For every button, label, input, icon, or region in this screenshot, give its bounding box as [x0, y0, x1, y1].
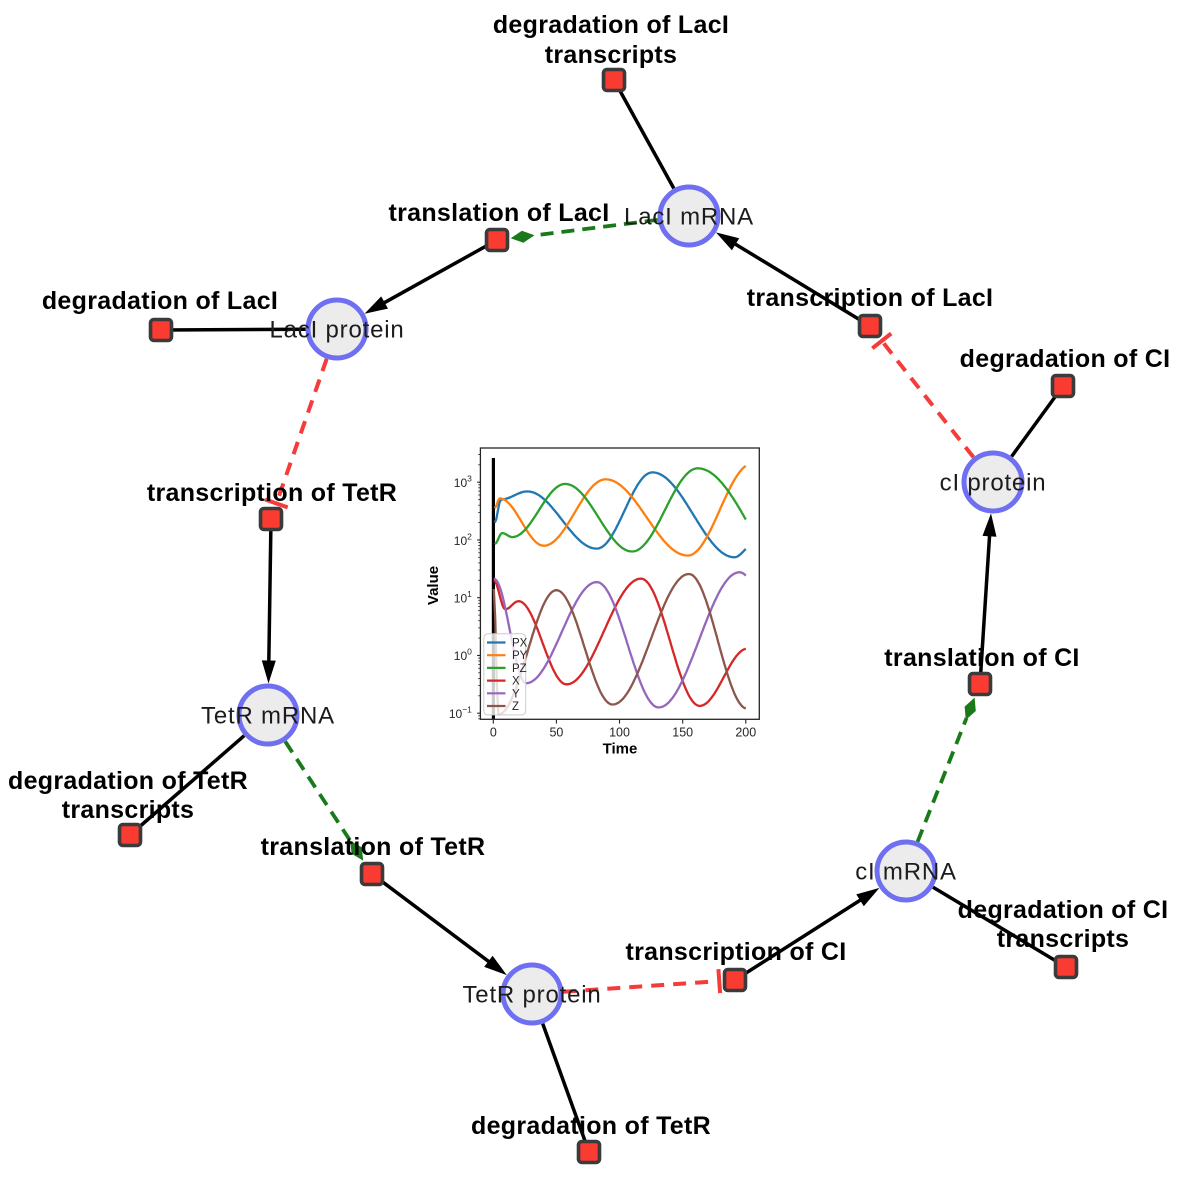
svg-text:degradation of LacI: degradation of LacI — [42, 287, 278, 315]
svg-text:10−1: 10−1 — [449, 705, 472, 722]
svg-text:103: 103 — [454, 474, 472, 491]
svg-text:transcripts: transcripts — [545, 41, 678, 69]
svg-text:degradation of CI: degradation of CI — [958, 896, 1169, 924]
svg-text:transcription of TetR: transcription of TetR — [147, 479, 397, 507]
svg-text:TetR protein: TetR protein — [463, 982, 602, 1009]
svg-text:101: 101 — [454, 589, 472, 606]
svg-text:translation of CI: translation of CI — [884, 644, 1079, 672]
svg-text:Time: Time — [603, 741, 638, 758]
svg-text:102: 102 — [454, 531, 472, 548]
svg-text:Y: Y — [512, 688, 520, 700]
svg-text:PZ: PZ — [512, 663, 527, 675]
svg-text:Z: Z — [512, 701, 519, 713]
svg-text:degradation of CI: degradation of CI — [960, 345, 1171, 373]
svg-text:150: 150 — [672, 726, 693, 740]
svg-text:0: 0 — [490, 726, 497, 740]
svg-text:LacI mRNA: LacI mRNA — [624, 204, 754, 231]
svg-text:X: X — [512, 676, 520, 688]
svg-text:Value: Value — [425, 566, 442, 605]
svg-text:PX: PX — [512, 638, 528, 650]
svg-text:transcripts: transcripts — [997, 925, 1130, 953]
svg-text:PY: PY — [512, 650, 528, 662]
svg-text:degradation of TetR: degradation of TetR — [8, 767, 248, 795]
svg-text:degradation of TetR: degradation of TetR — [471, 1112, 711, 1140]
svg-text:transcription of LacI: transcription of LacI — [747, 284, 994, 312]
svg-text:50: 50 — [549, 726, 563, 740]
svg-text:transcription of CI: transcription of CI — [626, 938, 847, 966]
svg-text:cI mRNA: cI mRNA — [855, 859, 957, 886]
svg-text:TetR mRNA: TetR mRNA — [201, 703, 335, 730]
svg-text:degradation of LacI: degradation of LacI — [493, 11, 729, 39]
svg-text:cI protein: cI protein — [940, 470, 1047, 497]
svg-text:100: 100 — [454, 647, 472, 664]
svg-text:200: 200 — [735, 726, 756, 740]
svg-text:100: 100 — [609, 726, 630, 740]
svg-text:translation of LacI: translation of LacI — [388, 199, 609, 227]
svg-text:LacI protein: LacI protein — [269, 317, 404, 344]
svg-text:transcripts: transcripts — [62, 796, 195, 824]
svg-text:translation of TetR: translation of TetR — [261, 833, 486, 861]
